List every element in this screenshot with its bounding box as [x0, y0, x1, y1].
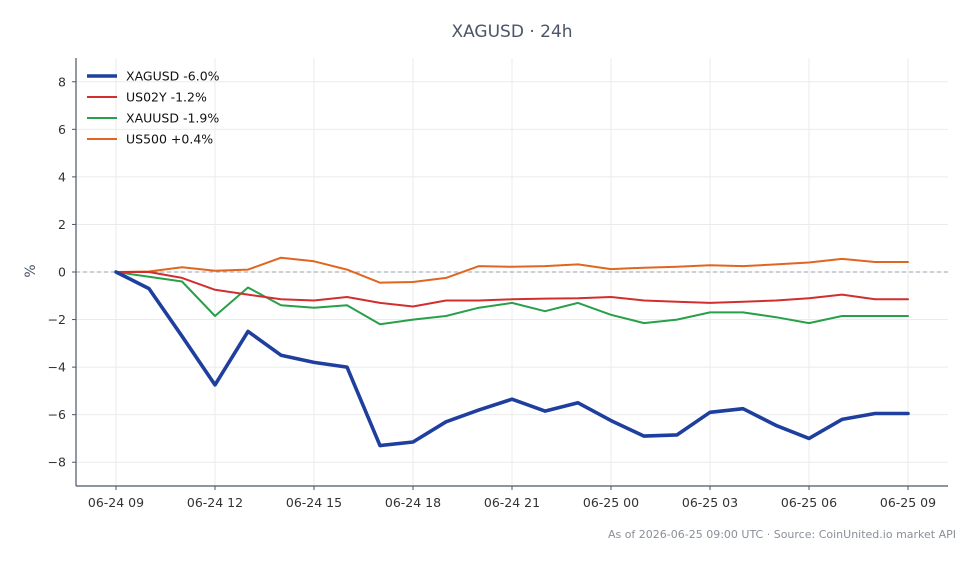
series-line-3	[115, 256, 909, 284]
series-lines	[114, 256, 910, 448]
legend: XAGUSD -6.0% US02Y -1.2% XAUUSD -1.9% US500…	[87, 69, 220, 147]
legend-label-3: US500 +0.4%	[126, 132, 213, 147]
y-tick-label: 0	[58, 265, 66, 280]
source-footnote: As of 2026-06-25 09:00 UTC · Source: Coi…	[608, 528, 956, 541]
x-tick-label: 06-24 15	[286, 495, 342, 510]
series-line-2	[115, 271, 909, 326]
x-tick-label: 06-25 03	[682, 495, 738, 510]
x-tick-label: 06-24 18	[385, 495, 441, 510]
series-line-0	[114, 270, 910, 448]
series-line-1	[115, 271, 909, 308]
y-tick-label: 4	[58, 169, 66, 184]
x-tick-label: 06-24 21	[484, 495, 540, 510]
x-tick-label: 06-25 09	[880, 495, 936, 510]
x-tick-label: 06-25 00	[583, 495, 639, 510]
axes: −8 −6 −4 −2 0 2 4 6 8 06-24 09 06-24 12 06-24 15 06-…	[48, 58, 948, 510]
x-tick-label: 06-24 12	[187, 495, 243, 510]
legend-label-2: XAUUSD -1.9%	[126, 111, 219, 126]
y-tick-label: −6	[48, 407, 66, 422]
y-tick-label: −4	[48, 360, 66, 375]
legend-label-1: US02Y -1.2%	[126, 90, 207, 105]
y-axis-label: %	[23, 264, 39, 277]
x-tick-label: 06-25 06	[781, 495, 837, 510]
y-tick-label: 8	[58, 74, 66, 89]
y-tick-label: 2	[58, 217, 66, 232]
legend-label-0: XAGUSD -6.0%	[126, 69, 220, 84]
y-tick-label: 6	[58, 122, 66, 137]
x-tick-label: 06-24 09	[88, 495, 144, 510]
y-tick-label: −2	[48, 312, 66, 327]
y-tick-label: −8	[48, 455, 66, 470]
chart-title: XAGUSD · 24h	[451, 22, 572, 42]
